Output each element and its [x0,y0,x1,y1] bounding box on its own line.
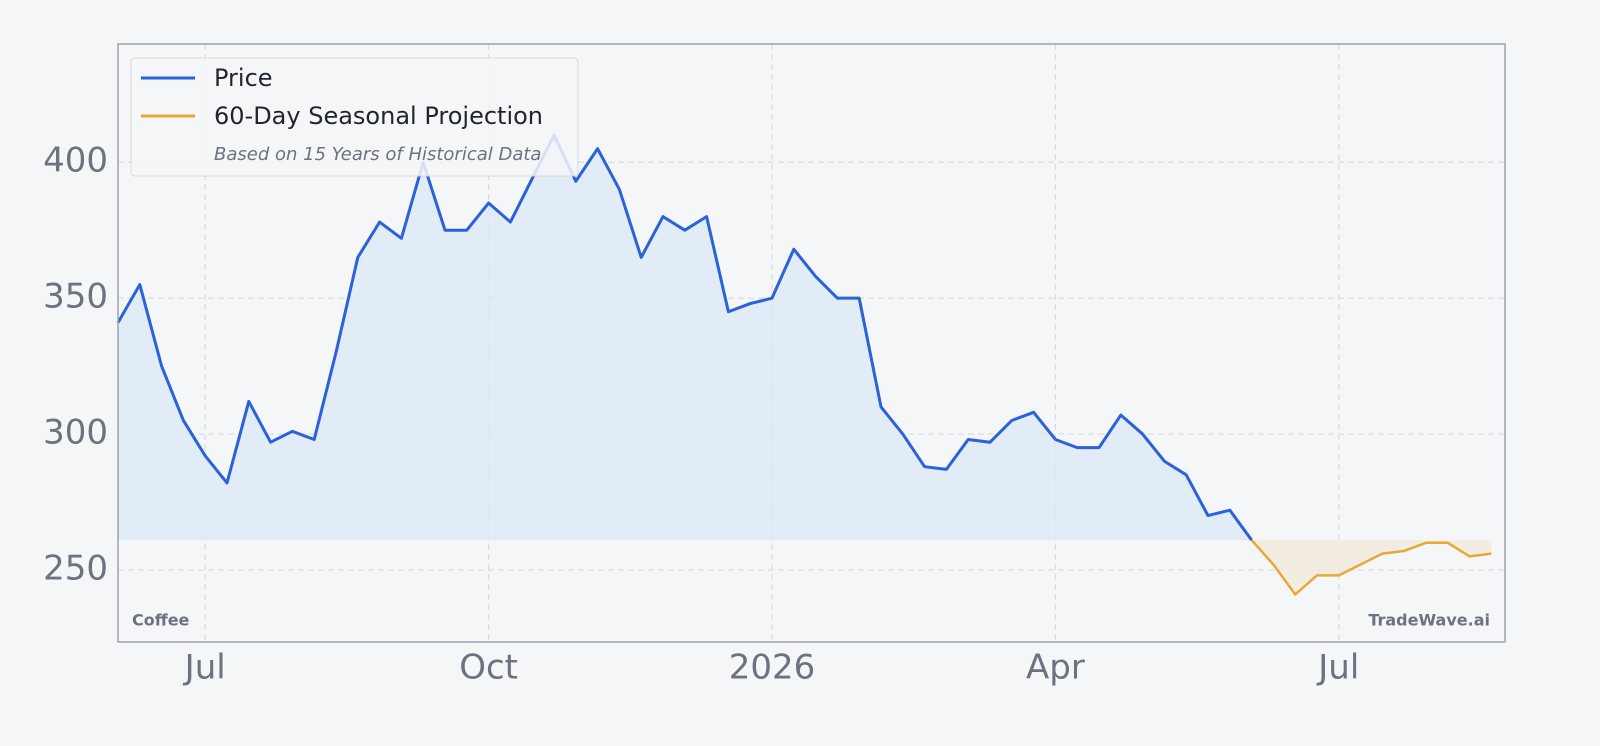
legend-label: Price [214,64,273,92]
y-tick-label: 300 [43,413,108,453]
area-fill [1251,540,1492,595]
series-line [116,133,1253,541]
y-tick-label: 250 [43,548,108,588]
watermark: TradeWave.ai [1368,611,1490,630]
x-tick-label: 2026 [729,648,816,688]
legend-label: 60-Day Seasonal Projection [214,102,543,130]
legend-box [130,57,579,177]
x-tick-label: Apr [1026,648,1085,688]
series-line [1250,539,1492,596]
y-tick-label: 400 [43,141,108,181]
x-tick-label: Jul [183,648,226,688]
commodity-label: Coffee [132,611,190,630]
x-tick-label: Jul [1316,648,1359,688]
plot-frame [117,43,1506,643]
x-tick-label: Oct [459,648,518,688]
y-tick-label: 350 [43,277,108,317]
area-fill [118,135,1252,541]
legend-note: Based on 15 Years of Historical Data [214,144,541,165]
